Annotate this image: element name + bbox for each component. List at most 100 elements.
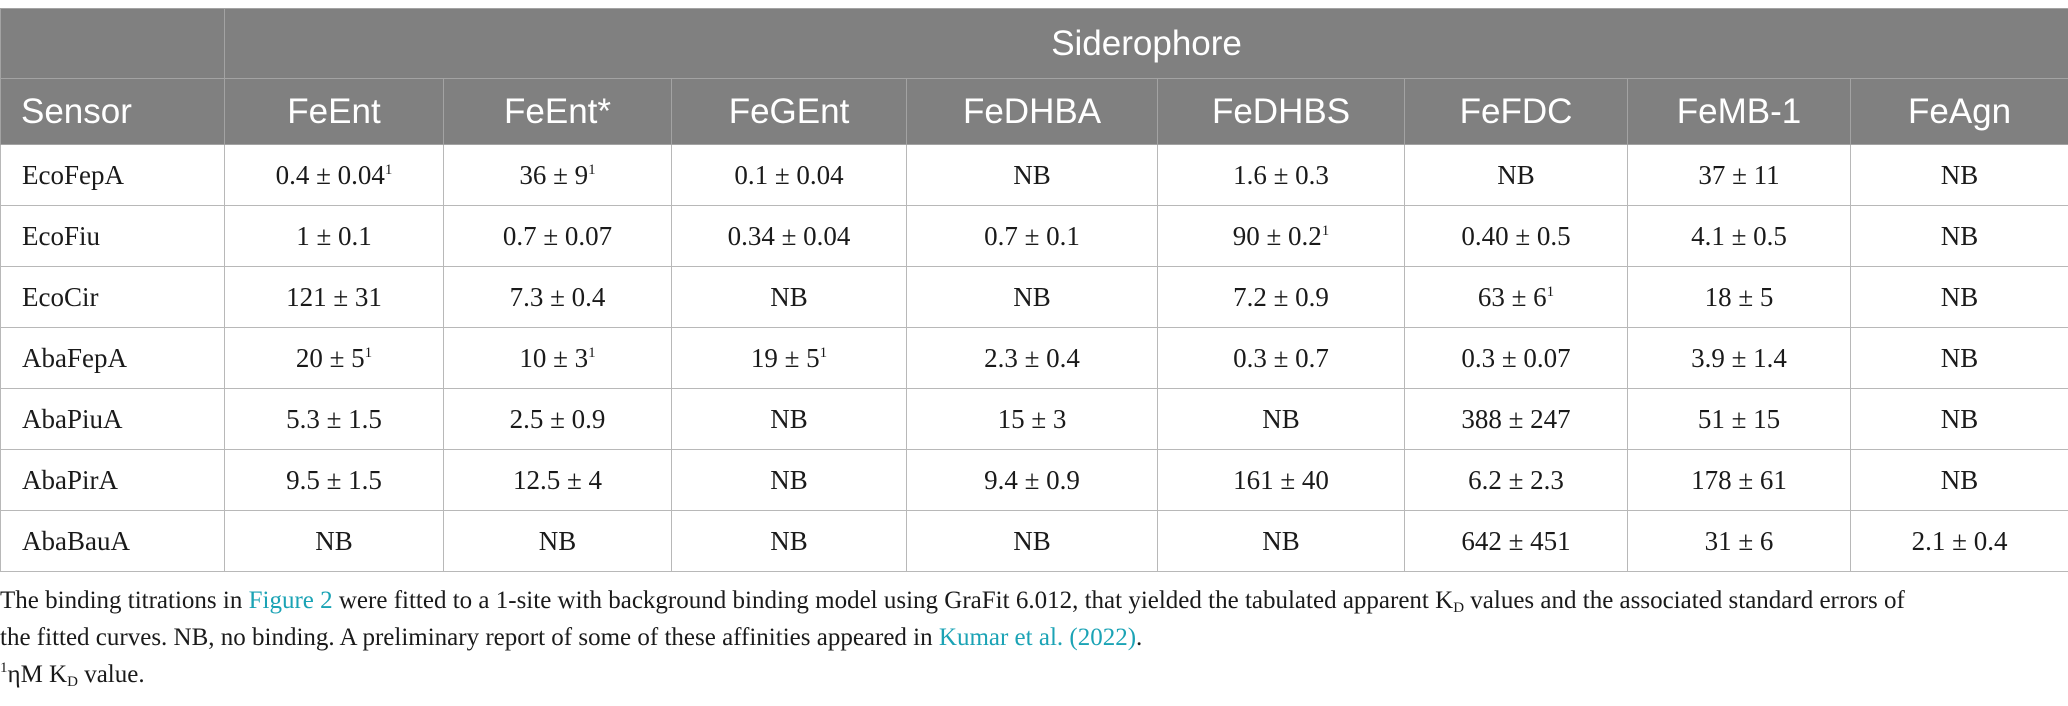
sensor-cell: EcoFepA	[0, 144, 225, 206]
sensor-cell: AbaFepA	[0, 327, 225, 389]
value-cell: 12.5 ± 4	[443, 449, 672, 511]
footnote-marker: 1	[364, 344, 373, 361]
value-cell: 31 ± 6	[1627, 510, 1851, 572]
value-cell: 9.5 ± 1.5	[224, 449, 444, 511]
value-cell: 2.3 ± 0.4	[906, 327, 1158, 389]
value-text: 1 ± 0.1	[296, 220, 372, 251]
value-text: 0.3 ± 0.7	[1233, 342, 1329, 373]
table-row: EcoCir 121 ± 31 7.3 ± 0.4 NB NB 7.2 ± 0.9 63 ±…	[0, 266, 2068, 328]
value-text: NB	[1262, 525, 1300, 556]
footnote-line-2: the fitted curves. NB, no binding. A pre…	[0, 624, 1143, 651]
value-text: 10 ± 3	[519, 342, 589, 373]
value-text: 0.3 ± 0.07	[1461, 342, 1571, 373]
value-text: 0.40 ± 0.5	[1461, 220, 1571, 251]
table-row: AbaFepA 20 ± 51 10 ± 31 19 ± 51 2.3 ± 0.4 0.3…	[0, 327, 2068, 389]
footnote-marker: 1	[819, 344, 828, 361]
value-text: 642 ± 451	[1461, 525, 1571, 556]
value-text: 9.4 ± 0.9	[984, 464, 1080, 495]
value-cell: NB	[1849, 266, 2068, 328]
value-cell: NB	[671, 510, 907, 572]
value-cell: NB	[906, 266, 1158, 328]
value-text: 0.4 ± 0.04	[275, 159, 385, 190]
value-cell: 0.7 ± 0.07	[443, 205, 672, 267]
value-cell: 36 ± 91	[443, 144, 672, 206]
value-text: 1.6 ± 0.3	[1233, 159, 1329, 190]
value-cell: NB	[1157, 510, 1405, 572]
sensor-cell: EcoFiu	[0, 205, 225, 267]
value-text: NB	[1940, 159, 1979, 190]
value-cell: 37 ± 11	[1627, 144, 1851, 206]
value-cell: 5.3 ± 1.5	[224, 388, 444, 450]
value-cell: 20 ± 51	[224, 327, 444, 389]
value-text: 20 ± 5	[295, 342, 365, 373]
value-text: 161 ± 40	[1233, 464, 1329, 495]
value-text: NB	[1262, 403, 1300, 434]
footnote-marker: 1	[588, 161, 596, 178]
value-text: 0.34 ± 0.04	[727, 220, 851, 251]
column-header-sensor: Sensor	[0, 78, 225, 145]
corner-cell	[0, 8, 225, 79]
value-text: 31 ± 6	[1704, 525, 1774, 556]
value-cell: 0.7 ± 0.1	[906, 205, 1158, 267]
table-row: EcoFepA 0.4 ± 0.041 36 ± 91 0.1 ± 0.04 NB 1.6…	[0, 144, 2068, 206]
value-text: 2.1 ± 0.4	[1911, 525, 2008, 556]
value-text: 2.3 ± 0.4	[984, 342, 1080, 373]
value-cell: 642 ± 451	[1404, 510, 1628, 572]
value-cell: 0.3 ± 0.7	[1157, 327, 1405, 389]
value-text: 36 ± 9	[519, 159, 589, 190]
value-text: NB	[1497, 159, 1535, 190]
value-cell: 161 ± 40	[1157, 449, 1405, 511]
kumar-2022-link[interactable]: Kumar et al. (2022)	[938, 624, 1137, 651]
value-cell: NB	[1849, 388, 2068, 450]
value-cell: NB	[1849, 327, 2068, 389]
value-text: 0.1 ± 0.04	[734, 159, 844, 190]
value-cell: NB	[906, 144, 1158, 206]
kd-table: Siderophore Sensor FeEnt FeEnt* FeGEnt FeDHB…	[0, 8, 2068, 572]
value-cell: 0.3 ± 0.07	[1404, 327, 1628, 389]
value-cell: 3.9 ± 1.4	[1627, 327, 1851, 389]
footnote-marker: 1	[588, 344, 596, 361]
value-cell: 90 ± 0.21	[1157, 205, 1405, 267]
table-row: EcoFiu 1 ± 0.1 0.7 ± 0.07 0.34 ± 0.04 0.7 ± …	[0, 205, 2068, 267]
value-cell: 121 ± 31	[224, 266, 444, 328]
value-text: NB	[538, 525, 577, 556]
value-cell: NB	[906, 510, 1158, 572]
value-text: 90 ± 0.2	[1232, 220, 1322, 251]
value-text: 9.5 ± 1.5	[286, 464, 382, 495]
value-cell: 0.4 ± 0.041	[224, 144, 444, 206]
column-header: FeMB-1	[1627, 78, 1851, 145]
sensor-cell: EcoCir	[0, 266, 225, 328]
column-header: FeDHBS	[1157, 78, 1405, 145]
value-cell: 15 ± 3	[906, 388, 1158, 450]
sensor-cell: AbaPiuA	[0, 388, 225, 450]
value-cell: 7.3 ± 0.4	[443, 266, 672, 328]
value-text: 0.7 ± 0.07	[502, 220, 613, 251]
value-cell: 178 ± 61	[1627, 449, 1851, 511]
value-text: 7.3 ± 0.4	[509, 281, 606, 312]
value-cell: 6.2 ± 2.3	[1404, 449, 1628, 511]
value-cell: 0.34 ± 0.04	[671, 205, 907, 267]
value-text: 51 ± 15	[1697, 403, 1781, 434]
value-text: 388 ± 247	[1461, 403, 1571, 434]
value-cell: 0.40 ± 0.5	[1404, 205, 1628, 267]
value-text: 19 ± 5	[750, 342, 820, 373]
value-text: NB	[1940, 342, 1979, 373]
figure-2-link[interactable]: Figure 2	[248, 587, 333, 614]
value-cell: 10 ± 31	[443, 327, 672, 389]
value-text: 121 ± 31	[286, 281, 382, 312]
footnote-marker: 1	[1321, 222, 1330, 239]
value-text: 4.1 ± 0.5	[1691, 220, 1787, 251]
value-cell: 2.5 ± 0.9	[443, 388, 672, 450]
footnote-marker: 1	[1546, 283, 1555, 300]
value-text: 5.3 ± 1.5	[286, 403, 382, 434]
value-text: 3.9 ± 1.4	[1691, 342, 1787, 373]
value-text: NB	[1940, 281, 1979, 312]
group-header: Siderophore	[223, 8, 2068, 79]
value-text: NB	[770, 281, 808, 312]
value-cell: NB	[671, 388, 907, 450]
value-cell: NB	[1849, 449, 2068, 511]
footnote-line-1: The binding titrations in Figure 2 were …	[0, 587, 1905, 616]
value-cell: NB	[443, 510, 672, 572]
value-cell: 51 ± 15	[1627, 388, 1851, 450]
value-cell: 7.2 ± 0.9	[1157, 266, 1405, 328]
